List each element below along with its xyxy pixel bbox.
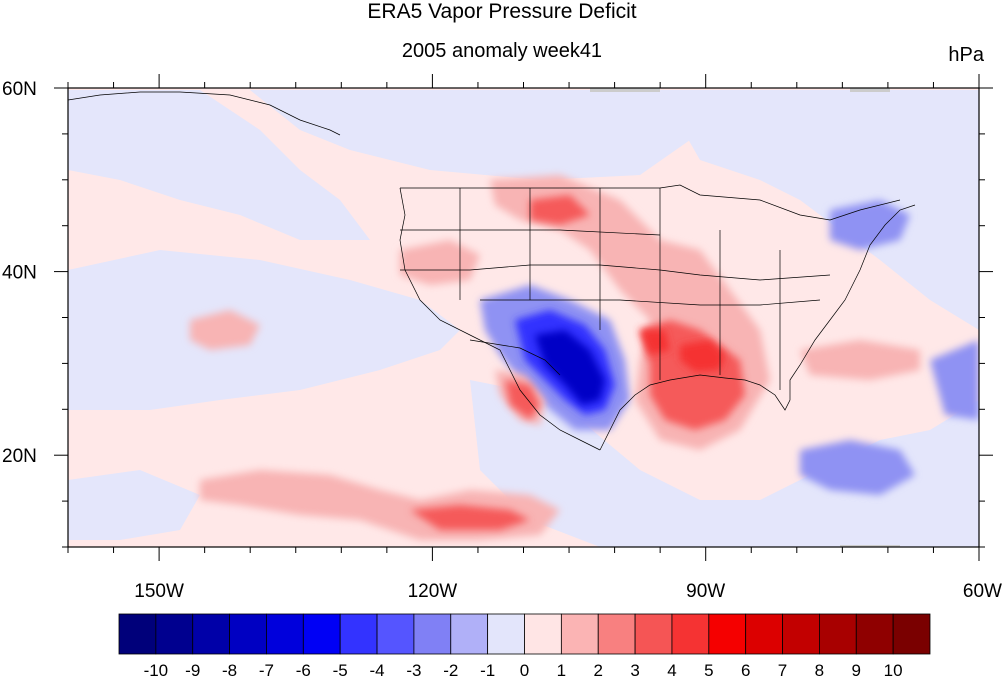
colorbar: -10 -9 -8 -7 -6 -5 -4 -3 -2 -1 0 1 2 3 4 5 6 7 8 9 10	[118, 613, 931, 680]
chart-title: ERA5 Vapor Pressure Deficit	[367, 0, 637, 23]
colorbar-label: 7	[778, 661, 787, 680]
lon-tick-label: 150W	[134, 581, 184, 602]
units-label: hPa	[948, 44, 984, 66]
colorbar-box	[560, 613, 599, 655]
colorbar-box	[671, 613, 710, 655]
axis-tick-labels: 150W 120W 90W 60W 60N 40N 20N	[2, 79, 1002, 602]
lon-tick-label: 90W	[686, 581, 725, 602]
colorbar-box	[782, 613, 820, 655]
colorbar-label: 8	[815, 661, 824, 680]
chart-subtitle: 2005 anomaly week41	[401, 40, 603, 62]
colorbar-box	[597, 613, 636, 655]
colorbar-label: 3	[630, 661, 639, 680]
colorbar-box	[892, 613, 931, 655]
lon-tick-label: 120W	[408, 581, 458, 602]
colorbar-box	[487, 613, 525, 655]
colorbar-label: -6	[296, 661, 311, 680]
colorbar-box	[376, 613, 415, 655]
colorbar-label: 9	[852, 661, 861, 680]
colorbar-box	[450, 613, 489, 655]
lon-tick-label: 60W	[963, 581, 1002, 602]
colorbar-box	[229, 613, 267, 655]
colorbar-label: 10	[884, 661, 903, 680]
colorbar-box	[302, 613, 341, 655]
colorbar-label: 4	[667, 661, 676, 680]
colorbar-box	[266, 613, 304, 655]
colorbar-label: -5	[333, 661, 348, 680]
colorbar-box	[413, 613, 452, 655]
anomaly-field	[68, 88, 979, 547]
colorbar-box	[745, 613, 783, 655]
colorbar-label: -7	[259, 661, 274, 680]
axis-ticks	[54, 74, 993, 561]
lat-tick-label: 40N	[2, 263, 37, 284]
colorbar-label: -9	[185, 661, 200, 680]
colorbar-box	[192, 613, 230, 655]
colorbar-label: -10	[144, 661, 169, 680]
colorbar-label: 0	[520, 661, 529, 680]
colorbar-box	[708, 613, 747, 655]
lat-tick-label: 20N	[2, 446, 37, 467]
colorbar-box	[855, 613, 894, 655]
lat-tick-label: 60N	[2, 79, 37, 100]
colorbar-box	[118, 613, 157, 655]
colorbar-label: 6	[741, 661, 750, 680]
colorbar-label: -2	[443, 661, 458, 680]
colorbar-label: 2	[593, 661, 602, 680]
colorbar-box	[819, 613, 857, 655]
colorbar-box	[524, 613, 562, 655]
colorbar-label: -4	[369, 661, 384, 680]
colorbar-label: 1	[557, 661, 566, 680]
colorbar-label: -8	[222, 661, 237, 680]
colorbar-box	[155, 613, 194, 655]
colorbar-box	[339, 613, 378, 655]
colorbar-label: -3	[406, 661, 421, 680]
colorbar-label: -1	[480, 661, 495, 680]
colorbar-box	[634, 613, 673, 655]
colorbar-label: 5	[704, 661, 713, 680]
